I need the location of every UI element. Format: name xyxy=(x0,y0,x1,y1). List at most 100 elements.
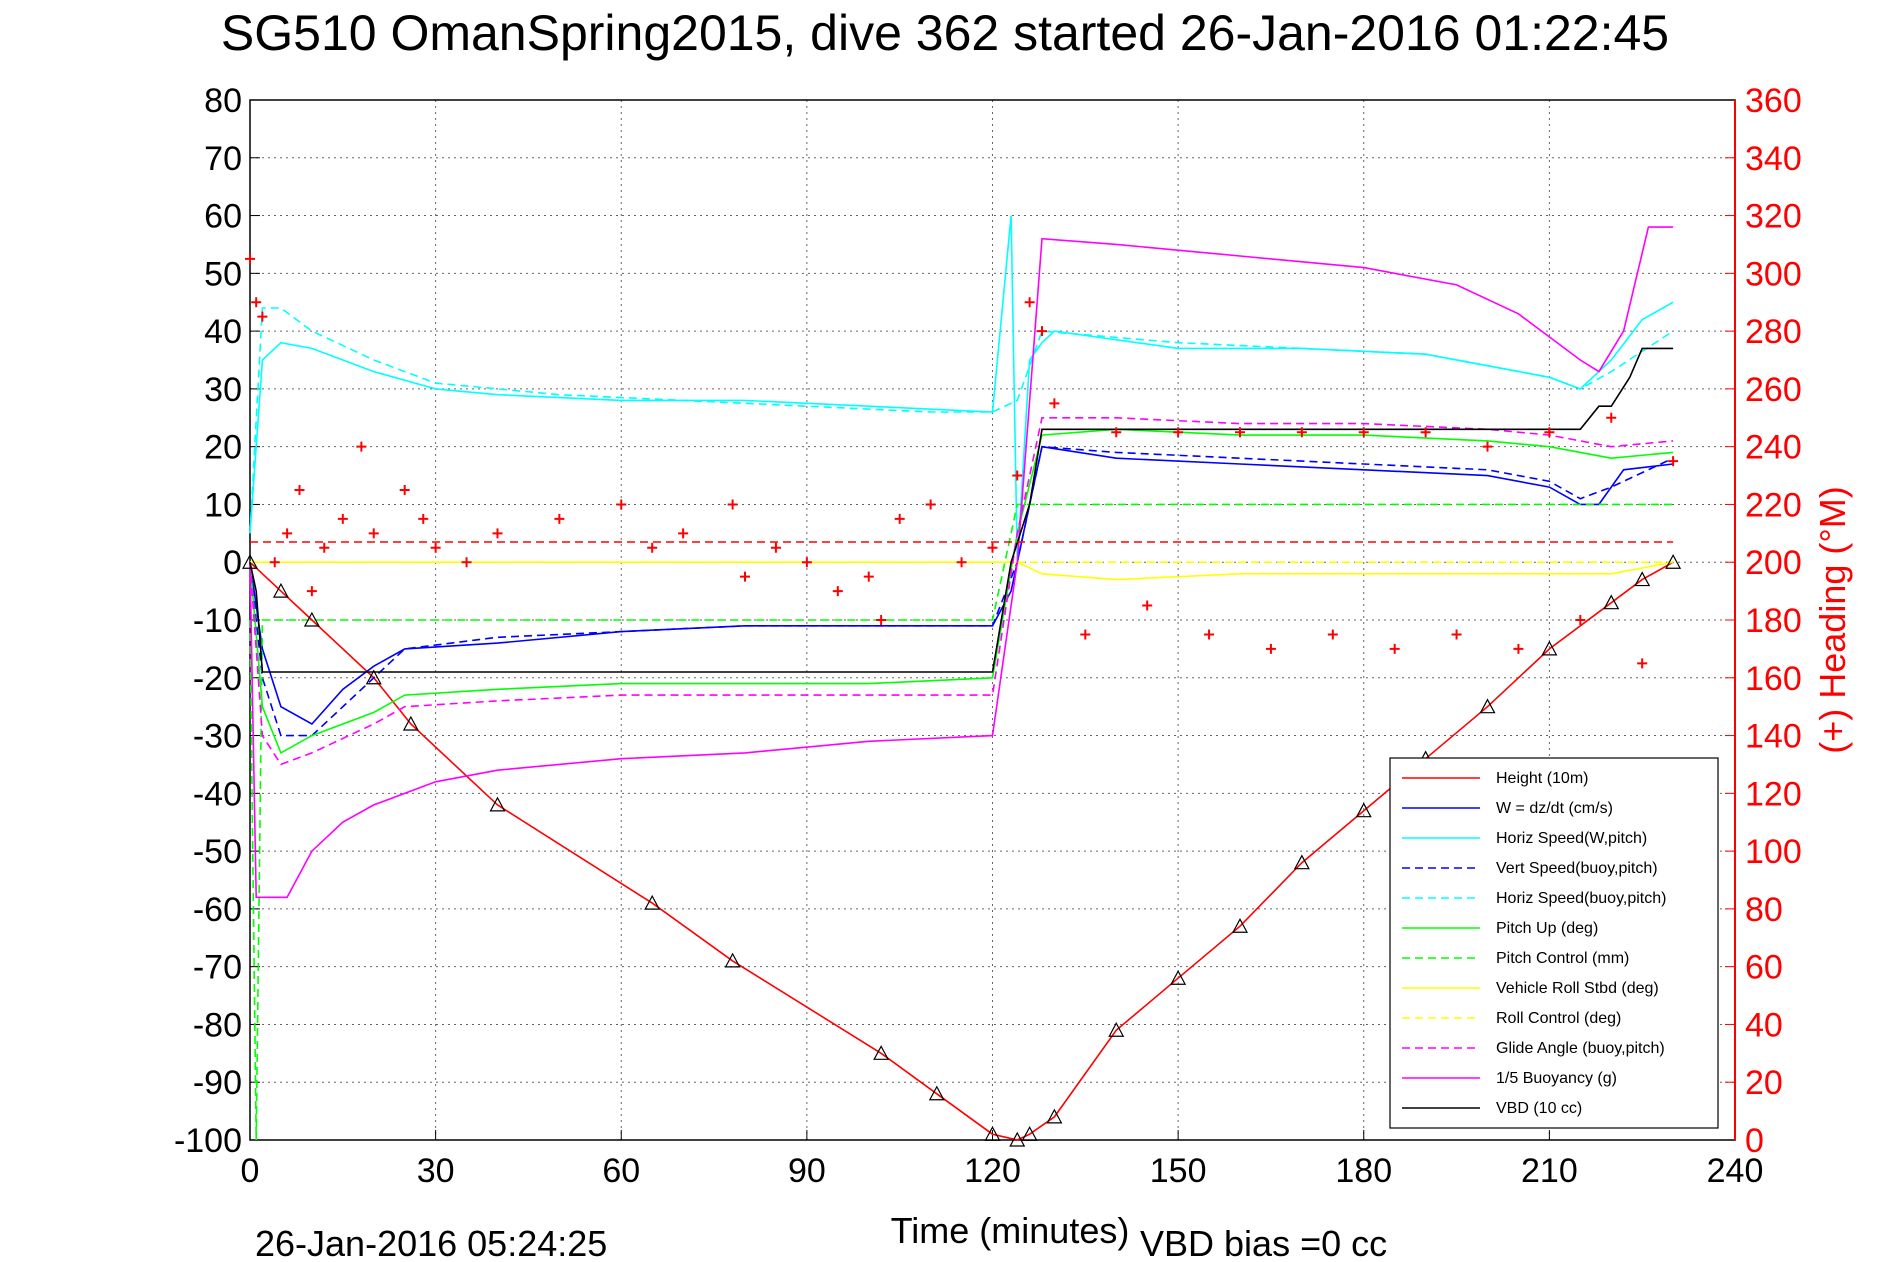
legend-label: Vehicle Roll Stbd (deg) xyxy=(1496,980,1659,997)
y-tick-label: 70 xyxy=(204,140,242,178)
height-marker xyxy=(724,952,741,968)
heading-marker xyxy=(1049,398,1060,409)
y-right-tick-label: 160 xyxy=(1745,660,1802,698)
y-tick-label: 60 xyxy=(204,198,242,236)
height-marker xyxy=(873,1045,890,1060)
height-marker xyxy=(402,715,419,731)
heading-marker xyxy=(1606,412,1617,423)
x-tick-label: 150 xyxy=(1150,1152,1207,1190)
series-layer xyxy=(241,215,1682,1147)
legend-label: Horiz Speed(buoy,pitch) xyxy=(1496,890,1666,907)
heading-marker xyxy=(1204,629,1215,640)
y-right-tick-label: 260 xyxy=(1745,371,1802,409)
y-right-tick-label: 40 xyxy=(1745,1006,1783,1044)
y-tick-label: -20 xyxy=(193,660,242,698)
y-right-tick-label: 360 xyxy=(1745,82,1802,120)
heading-marker xyxy=(616,499,627,510)
y-tick-label: 0 xyxy=(223,544,242,582)
height-marker xyxy=(241,553,259,569)
y-right-tick-label: 300 xyxy=(1745,255,1802,293)
x-tick-label: 180 xyxy=(1335,1152,1392,1190)
height-marker xyxy=(1665,553,1682,569)
y-tick-label: -50 xyxy=(193,833,242,871)
legend-label: Glide Angle (buoy,pitch) xyxy=(1496,1040,1665,1057)
heading-marker xyxy=(727,499,738,510)
heading-marker xyxy=(1575,615,1586,625)
y-right-tick-label: 220 xyxy=(1745,486,1802,524)
heading-marker xyxy=(832,586,843,597)
height-marker xyxy=(1231,917,1249,933)
y-right-tick-label: 100 xyxy=(1745,833,1802,871)
heading-marker xyxy=(1296,427,1307,438)
heading-marker xyxy=(1173,427,1184,438)
legend-label: Horiz Speed(W,pitch) xyxy=(1496,830,1647,847)
height-marker xyxy=(1108,1021,1125,1037)
heading-marker xyxy=(925,499,936,510)
x-tick-label: 0 xyxy=(241,1152,260,1190)
heading-marker xyxy=(1513,643,1524,654)
series-pitch-control-mm xyxy=(249,503,1674,1141)
x-tick-label: 240 xyxy=(1707,1152,1764,1190)
heading-marker xyxy=(306,586,317,597)
heading-marker xyxy=(461,557,472,568)
heading-marker xyxy=(337,513,348,524)
y-right-tick-label: 120 xyxy=(1745,775,1802,813)
heading-marker xyxy=(894,513,905,524)
height-marker xyxy=(489,796,506,812)
heading-marker xyxy=(863,571,874,582)
y-tick-label: -10 xyxy=(193,602,242,640)
heading-marker xyxy=(1037,326,1047,337)
legend: Height (10m) W = dz/dt (cm/s) Horiz Speed(… xyxy=(1389,757,1719,1129)
heading-marker xyxy=(368,528,379,539)
y-tick-label: -30 xyxy=(193,718,242,756)
series-vert-speed-buoy-pitch xyxy=(249,445,1674,737)
y-tick-label: -100 xyxy=(174,1122,242,1160)
heading-marker xyxy=(269,557,280,568)
height-marker xyxy=(1046,1108,1063,1124)
legend-label: W = dz/dt (cm/s) xyxy=(1496,800,1613,817)
y-tick-label: 10 xyxy=(204,486,242,524)
heading-marker xyxy=(257,311,268,322)
heading-marker xyxy=(1080,629,1091,640)
heading-marker xyxy=(1482,441,1493,452)
heading-marker xyxy=(430,542,441,553)
y-right-tick-label: 60 xyxy=(1745,949,1783,987)
heading-marker xyxy=(1111,427,1122,438)
y-right-tick-label: 320 xyxy=(1745,198,1802,236)
heading-marker xyxy=(876,615,887,625)
heading-marker xyxy=(1637,658,1648,669)
right-axis-label: (+) Heading (°M) xyxy=(1812,486,1853,753)
heading-marker xyxy=(1327,629,1338,640)
y-tick-label: 40 xyxy=(204,313,242,351)
footer-timestamp: 26-Jan-2016 05:24:25 xyxy=(255,1223,607,1262)
x-tick-label: 120 xyxy=(964,1152,1021,1190)
y-right-tick-label: 20 xyxy=(1745,1064,1783,1102)
series-pitch-up-deg xyxy=(249,428,1674,755)
chart-title: SG510 OmanSpring2015, dive 362 started 2… xyxy=(221,5,1669,61)
heading-marker xyxy=(319,542,330,553)
height-markers xyxy=(241,553,1682,1147)
heading-marker xyxy=(294,485,305,495)
heading-marker xyxy=(987,542,998,553)
y-tick-label: -90 xyxy=(193,1064,242,1102)
x-axis-label: Time (minutes) xyxy=(891,1210,1130,1251)
x-tick-label: 90 xyxy=(788,1152,826,1190)
y-right-tick-label: 200 xyxy=(1745,544,1802,582)
height-marker xyxy=(928,1085,945,1101)
heading-marker xyxy=(678,528,689,539)
height-marker xyxy=(272,582,289,598)
heading-marker xyxy=(1012,470,1023,481)
heading-marker xyxy=(1024,297,1035,308)
y-tick-label: 20 xyxy=(204,429,242,467)
heading-marker xyxy=(1358,427,1369,438)
series-w-dz-dt-cm-s xyxy=(249,445,1674,726)
legend-label: VBD (10 cc) xyxy=(1496,1100,1582,1117)
heading-marker xyxy=(1544,427,1555,438)
heading-marker xyxy=(356,441,367,452)
legend-label: Pitch Control (mm) xyxy=(1496,950,1629,967)
heading-marker xyxy=(770,542,781,553)
y-tick-label: 30 xyxy=(204,371,242,409)
tick-labels: 0 30 60 90 120 150 180 210 24080706050403020100-… xyxy=(174,82,1802,1190)
height-marker xyxy=(644,894,661,910)
heading-marker xyxy=(399,485,410,495)
